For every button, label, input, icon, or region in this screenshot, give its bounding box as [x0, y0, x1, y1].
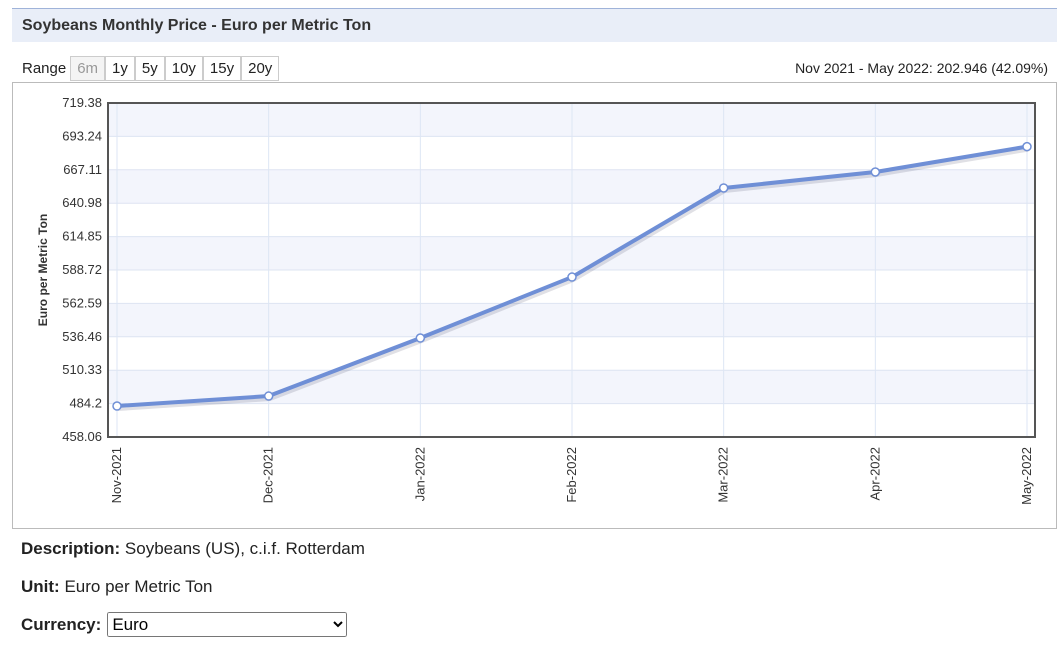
unit-value: Euro per Metric Ton: [64, 577, 213, 596]
range-label: Range: [22, 60, 67, 77]
unit-label: Unit:: [21, 577, 60, 596]
range-buttons: 6m 1y 5y 10y 15y 20y: [70, 56, 280, 81]
data-point: [1022, 141, 1032, 152]
x-tick-label: Apr-2022: [867, 447, 882, 500]
description-value: Soybeans (US), c.i.f. Rotterdam: [124, 539, 365, 558]
currency-label: Currency:: [21, 615, 102, 634]
y-axis-label: Euro per Metric Ton: [36, 214, 50, 326]
header-title: Soybeans Monthly Price - Euro per Metric…: [12, 8, 1057, 42]
y-tick-label: 484.2: [69, 396, 102, 411]
y-tick-label: 640.98: [62, 195, 102, 210]
range-button[interactable]: 1y: [105, 56, 135, 81]
range-button[interactable]: 15y: [202, 56, 242, 81]
x-tick-label: Dec-2021: [261, 447, 276, 503]
data-point: [567, 272, 577, 282]
data-point: [112, 401, 122, 411]
x-tick-label: Mar-2022: [716, 447, 731, 503]
data-point: [718, 183, 729, 193]
description-label: Description:: [21, 539, 121, 558]
range-button[interactable]: 6m: [70, 56, 106, 81]
y-tick-label: 693.24: [62, 128, 102, 143]
data-point: [870, 167, 881, 177]
chart: Euro per Metric Ton 458.06 484.2 510.33 536…: [36, 95, 1036, 505]
x-tick-label: Jan-2022: [412, 447, 427, 501]
range-button[interactable]: 20y: [241, 56, 280, 81]
x-tick-label: Nov-2021: [109, 447, 124, 503]
y-tick-label: 510.33: [62, 362, 102, 377]
y-tick-label: 588.72: [62, 262, 102, 277]
y-tick-label: 719.38: [62, 95, 102, 110]
unit: Unit: Euro per Metric Ton: [21, 577, 212, 597]
y-tick-label: 458.06: [62, 429, 102, 444]
description: Description: Soybeans (US), c.i.f. Rotte…: [21, 539, 365, 559]
data-point: [415, 333, 426, 343]
x-tick-label: Feb-2022: [564, 447, 579, 503]
data-point: [263, 391, 274, 401]
y-tick-label: 536.46: [62, 329, 102, 344]
plot-border: [107, 102, 1036, 438]
x-tick-label: May-2022: [1019, 447, 1034, 505]
y-tick-label: 614.85: [62, 229, 102, 244]
range-summary: Nov 2021 - May 2022: 202.946 (42.09%): [795, 60, 1048, 76]
chart-box: [12, 82, 1057, 529]
y-tick-label: 667.11: [63, 162, 102, 177]
y-tick-label: 562.59: [62, 295, 102, 310]
range-button[interactable]: 5y: [134, 56, 165, 81]
currency-select[interactable]: Euro: [107, 612, 348, 637]
currency: Currency: Euro: [21, 612, 348, 637]
range-button[interactable]: 10y: [164, 56, 203, 81]
range-bar: Range 6m 1y 5y 10y 15y 20y: [22, 56, 280, 81]
